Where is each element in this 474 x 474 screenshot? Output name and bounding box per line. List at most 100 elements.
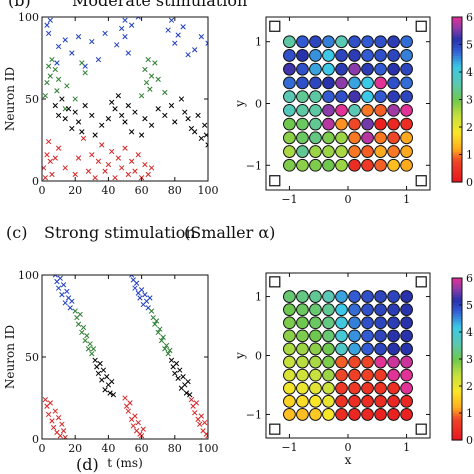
neuron-circle <box>283 368 296 382</box>
neuron-circle <box>335 394 348 408</box>
spike-mark-black <box>104 374 110 380</box>
neuron-circle <box>387 62 400 76</box>
neuron-circle <box>322 290 335 303</box>
colorbar-segment <box>452 107 462 112</box>
neuron-circle <box>400 131 413 145</box>
spike-mark-black <box>97 360 103 367</box>
colorbar-segment <box>452 36 462 40</box>
spike-mark-green <box>162 346 168 352</box>
spike-mark-green <box>82 337 88 344</box>
neuron-circle <box>400 290 413 303</box>
colorbar-segment <box>452 321 462 325</box>
neuron-circle <box>322 103 335 117</box>
spike-mark-red <box>42 396 48 403</box>
neuron-circle <box>400 158 413 172</box>
neuron-circle <box>387 131 400 145</box>
spike-mark-blue <box>147 295 153 301</box>
y-axis-label: Neuron ID <box>3 325 17 389</box>
spike-mark-green <box>45 63 52 69</box>
neuron-circle <box>374 62 387 76</box>
neuron-circle <box>296 408 309 421</box>
neuron-circle <box>296 316 309 330</box>
colorbar-segment <box>452 369 462 374</box>
neuron-circle <box>374 35 387 49</box>
x-tick-label: 1 <box>403 441 410 454</box>
spike-mark-blue <box>62 37 68 43</box>
spike-mark-black <box>172 370 178 377</box>
spike-mark-red <box>135 419 141 426</box>
colorbar-segment <box>452 332 462 336</box>
colorbar-segment <box>452 318 462 322</box>
x-tick-label: 1 <box>403 193 410 206</box>
colorbar-segment <box>452 66 462 70</box>
spike-mark-red <box>60 428 67 434</box>
colorbar-segment <box>452 345 462 349</box>
spike-mark-black <box>168 357 175 363</box>
colorbar-segment <box>452 426 462 430</box>
colorbar-segment <box>452 85 462 90</box>
colorbar-segment <box>452 77 462 81</box>
x-tick-label: −1 <box>281 193 297 206</box>
neuron-circle <box>361 49 374 62</box>
neuron-circle <box>322 145 335 158</box>
panel-d-label: (d) <box>76 455 99 474</box>
colorbar-segment <box>452 367 462 371</box>
neuron-circle <box>348 90 361 104</box>
neuron-circle <box>283 158 296 172</box>
panel-c-label: (c) <box>6 223 27 242</box>
colorbar-segment <box>452 294 462 298</box>
spike-mark-red <box>202 419 208 426</box>
colorbar-tick-label: 2 <box>466 380 473 393</box>
spike-mark-black <box>148 122 155 128</box>
neuron-circle <box>335 35 348 49</box>
spike-mark-green <box>153 318 160 324</box>
x-axis-label: x <box>345 453 352 467</box>
neuron-circle <box>361 76 374 90</box>
spike-mark-blue <box>114 42 120 48</box>
neuron-circle <box>374 368 387 382</box>
spike-mark-green <box>157 326 163 332</box>
colorbar-segment <box>452 350 462 355</box>
colorbar-segment <box>452 326 462 330</box>
neuron-circle <box>309 145 322 158</box>
x-tick-label: 100 <box>198 442 219 455</box>
spike-mark-black <box>92 132 98 138</box>
neuron-circle <box>387 90 400 104</box>
neuron-circle <box>322 49 335 62</box>
neuron-circle <box>361 342 374 356</box>
caption-top-partial-label: (b) <box>8 0 31 10</box>
spike-mark-green <box>138 93 145 99</box>
colorbar-segment <box>452 63 462 68</box>
spike-mark-blue <box>175 32 181 38</box>
neuron-circle <box>387 303 400 317</box>
spike-mark-red <box>59 421 65 427</box>
colorbar-tick-label: 3 <box>466 94 473 107</box>
y-tick-label: 100 <box>18 11 39 24</box>
spike-mark-blue <box>125 50 131 56</box>
colorbar-segment <box>452 129 462 134</box>
colorbar-tick-label: 2 <box>466 121 473 134</box>
neuron-circle <box>309 368 322 382</box>
colorbar-segment <box>452 386 462 390</box>
neuron-circle <box>296 131 309 145</box>
spike-mark-red <box>115 155 122 161</box>
colorbar-tick-label: 0 <box>466 176 473 189</box>
corner-square <box>415 276 427 288</box>
neuron-circle <box>361 62 374 76</box>
neuron-circle <box>335 342 348 356</box>
neuron-circle <box>283 117 296 131</box>
colorbar-segment <box>452 299 462 303</box>
spike-mark-red <box>49 418 55 424</box>
neuron-circle <box>296 381 309 395</box>
colorbar-segment <box>452 74 462 79</box>
neuron-circle <box>296 329 309 343</box>
neuron-circle <box>361 117 374 131</box>
spike-mark-green <box>90 346 97 352</box>
neuron-circle <box>348 368 361 382</box>
colorbar-segment <box>452 421 462 425</box>
neuron-circle <box>309 158 322 172</box>
neuron-circle <box>335 131 348 145</box>
spike-mark-blue <box>132 285 138 291</box>
spike-mark-red <box>92 175 98 181</box>
neuron-circle <box>296 342 309 356</box>
